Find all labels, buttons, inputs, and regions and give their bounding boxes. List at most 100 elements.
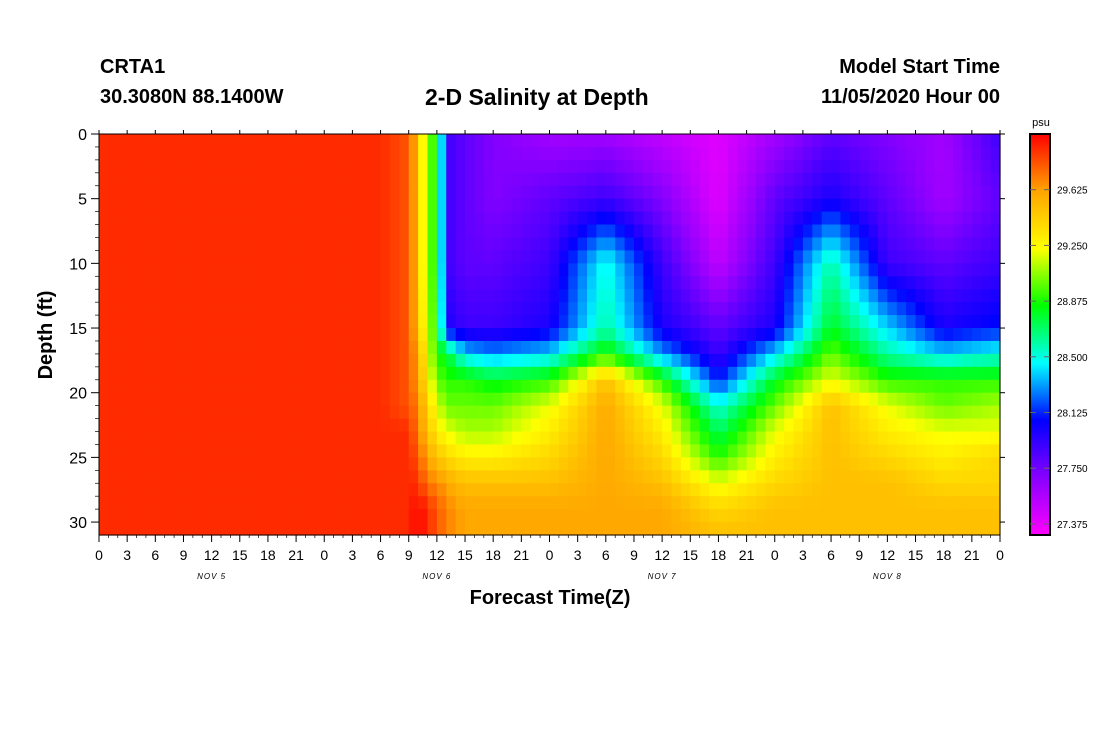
heatmap-cell: [615, 483, 626, 497]
heatmap-cell: [924, 302, 935, 316]
heatmap-cell: [474, 159, 485, 174]
heatmap-cell: [709, 198, 720, 213]
heatmap-cell: [924, 431, 935, 446]
heatmap-cell: [802, 340, 813, 355]
heatmap-cell: [399, 470, 410, 484]
heatmap-cell: [465, 392, 476, 407]
heatmap-cell: [737, 224, 748, 239]
heatmap-cell: [633, 276, 644, 290]
heatmap-cell: [859, 405, 870, 420]
heatmap-cell: [737, 328, 748, 342]
heatmap-cell: [239, 496, 250, 510]
heatmap-cell: [230, 457, 241, 471]
heatmap-cell: [389, 392, 400, 407]
heatmap-cell: [859, 315, 870, 329]
heatmap-cell: [849, 302, 860, 316]
heatmap-cell: [389, 250, 400, 264]
heatmap-cell: [943, 366, 954, 381]
heatmap-cell: [812, 353, 823, 368]
heatmap-cell: [587, 328, 598, 342]
heatmap-cell: [633, 250, 644, 264]
heatmap-cell: [164, 457, 175, 471]
heatmap-cell: [164, 328, 175, 342]
heatmap-cell: [371, 289, 382, 303]
heatmap-cell: [784, 509, 795, 523]
heatmap-cell: [371, 470, 382, 484]
heatmap-cell: [474, 250, 485, 264]
heatmap-cell: [361, 444, 372, 458]
heatmap-cell: [652, 250, 663, 264]
heatmap-cell: [934, 509, 945, 523]
heatmap-cell: [887, 457, 898, 471]
heatmap-cell: [568, 263, 579, 277]
heatmap-cell: [305, 405, 316, 420]
heatmap-cell: [540, 522, 551, 536]
heatmap-cell: [540, 185, 551, 200]
heatmap-cell: [887, 509, 898, 523]
heatmap-cell: [671, 457, 682, 471]
heatmap-cell: [286, 315, 297, 329]
heatmap-cell: [530, 457, 541, 471]
heatmap-cell: [174, 509, 185, 523]
heatmap-cell: [774, 444, 785, 458]
heatmap-cell: [849, 353, 860, 368]
heatmap-cell: [587, 211, 598, 226]
heatmap-cell: [249, 522, 260, 536]
heatmap-cell: [840, 328, 851, 342]
heatmap-cell: [343, 328, 354, 342]
heatmap-cell: [859, 289, 870, 303]
heatmap-cell: [558, 185, 569, 200]
heatmap-cell: [690, 289, 701, 303]
heatmap-cell: [859, 366, 870, 381]
heatmap-cell: [746, 431, 757, 446]
heatmap-cell: [474, 522, 485, 536]
heatmap-cell: [164, 418, 175, 433]
heatmap-cell: [774, 276, 785, 290]
heatmap-cell: [971, 496, 982, 510]
heatmap-cell: [502, 496, 513, 510]
heatmap-cell: [314, 522, 325, 536]
heatmap-cell: [755, 134, 766, 148]
heatmap-cell: [399, 328, 410, 342]
heatmap-cell: [521, 146, 532, 161]
heatmap-cell: [877, 509, 888, 523]
heatmap-cell: [831, 418, 842, 433]
heatmap-cell: [136, 159, 147, 174]
heatmap-cell: [314, 328, 325, 342]
heatmap-cell: [427, 457, 438, 471]
heatmap-cell: [446, 224, 457, 239]
heatmap-cell: [455, 340, 466, 355]
heatmap-cell: [174, 237, 185, 252]
heatmap-cell: [389, 134, 400, 148]
heatmap-cell: [380, 340, 391, 355]
heatmap-cell: [305, 457, 316, 471]
heatmap-cell: [774, 483, 785, 497]
heatmap-cell: [361, 237, 372, 252]
heatmap-cell: [145, 263, 156, 277]
heatmap-cell: [202, 250, 213, 264]
heatmap-cell: [136, 237, 147, 252]
heatmap-cell: [840, 392, 851, 407]
heatmap-cell: [418, 289, 429, 303]
heatmap-cell: [408, 328, 419, 342]
heatmap-cell: [333, 276, 344, 290]
heatmap-cell: [605, 159, 616, 174]
heatmap-cell: [849, 134, 860, 148]
heatmap-cell: [427, 134, 438, 148]
heatmap-cell: [521, 470, 532, 484]
heatmap-cell: [136, 496, 147, 510]
heatmap-cell: [624, 379, 635, 394]
heatmap-cell: [652, 444, 663, 458]
heatmap-cell: [427, 224, 438, 239]
heatmap-cell: [164, 159, 175, 174]
heatmap-cell: [136, 366, 147, 381]
heatmap-cell: [164, 470, 175, 484]
heatmap-cell: [558, 289, 569, 303]
heatmap-cell: [765, 366, 776, 381]
heatmap-cell: [577, 405, 588, 420]
heatmap-cell: [793, 198, 804, 213]
heatmap-cell: [465, 470, 476, 484]
heatmap-cell: [981, 340, 992, 355]
heatmap-cell: [155, 457, 166, 471]
heatmap-cell: [211, 198, 222, 213]
